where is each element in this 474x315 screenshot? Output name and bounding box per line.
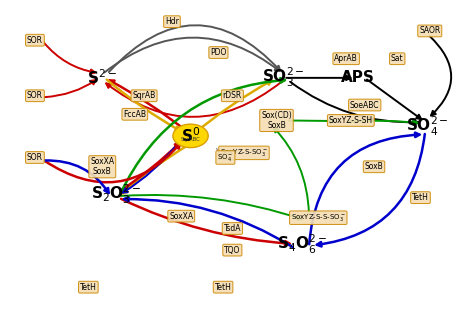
Text: SoxYZ-S-SH: SoxYZ-S-SH (329, 116, 373, 125)
Text: Hdr: Hdr (165, 17, 179, 26)
Text: SqrABC: SqrABC (181, 137, 201, 142)
Text: Sat: Sat (391, 54, 403, 63)
Text: SoxXA
SoxB: SoxXA SoxB (90, 157, 114, 176)
Text: Sox(CD)
SoxB: Sox(CD) SoxB (261, 111, 292, 130)
Text: SO$_3^{2-}$: SO$_3^{2-}$ (262, 66, 305, 89)
Text: TQO: TQO (224, 246, 240, 255)
Text: SoxXA: SoxXA (169, 212, 193, 220)
Text: TsdA: TsdA (224, 224, 241, 233)
Text: APS: APS (341, 70, 375, 85)
Text: SAOR: SAOR (419, 26, 440, 35)
Text: S$_4$O$_6^{2-}$: S$_4$O$_6^{2-}$ (277, 232, 327, 255)
Text: SoxYZ-S-S-SO$_3^-$: SoxYZ-S-S-SO$_3^-$ (291, 212, 346, 223)
Text: SOR: SOR (27, 91, 43, 100)
Text: SoeABC: SoeABC (350, 100, 380, 110)
Text: TetH: TetH (412, 193, 429, 202)
Text: TetH: TetH (215, 283, 231, 292)
Text: AprAB: AprAB (334, 54, 358, 63)
Text: SoxYZ-S-SO$_3^-$: SoxYZ-S-SO$_3^-$ (220, 147, 268, 158)
Text: SO$_4^{2-}$: SO$_4^{2-}$ (406, 115, 449, 138)
Circle shape (173, 124, 208, 148)
Text: S$_2$O$_3^{2-}$: S$_2$O$_3^{2-}$ (91, 183, 141, 206)
Text: SoxB: SoxB (365, 162, 383, 171)
Text: FccAB: FccAB (123, 110, 146, 119)
Text: PDO: PDO (210, 48, 227, 57)
Text: TetH: TetH (80, 283, 97, 292)
Text: SqrAB: SqrAB (132, 91, 156, 100)
Text: SOR: SOR (27, 36, 43, 45)
Text: SOR: SOR (27, 153, 43, 162)
Text: rDSR: rDSR (223, 91, 242, 100)
Text: S$^0$: S$^0$ (181, 127, 200, 145)
Text: SO$_4^-$: SO$_4^-$ (217, 152, 234, 163)
Text: S$^{2-}$: S$^{2-}$ (87, 68, 117, 87)
